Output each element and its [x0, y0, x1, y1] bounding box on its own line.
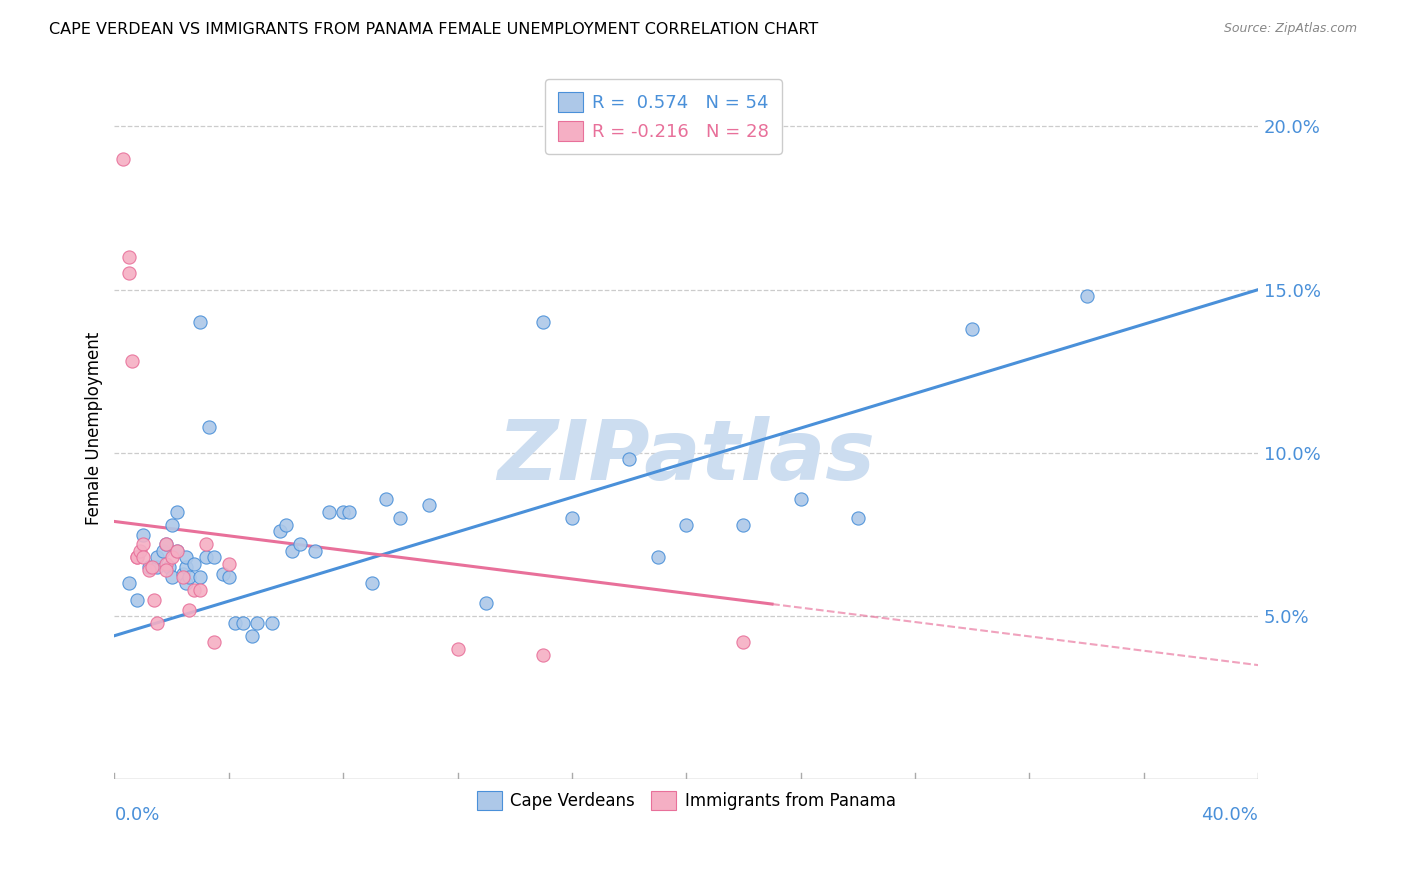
- Point: [174, 560, 197, 574]
- Point: [647, 550, 669, 565]
- Point: [375, 491, 398, 506]
- Point: [733, 635, 755, 649]
- Point: [174, 576, 197, 591]
- Y-axis label: Female Unemployment: Female Unemployment: [86, 332, 103, 525]
- Point: [172, 566, 194, 581]
- Point: [531, 648, 554, 663]
- Point: [197, 419, 219, 434]
- Point: [174, 550, 197, 565]
- Point: [561, 511, 583, 525]
- Point: [240, 629, 263, 643]
- Point: [675, 517, 697, 532]
- Point: [118, 576, 141, 591]
- Point: [129, 544, 152, 558]
- Point: [960, 322, 983, 336]
- Point: [118, 250, 141, 264]
- Point: [1076, 289, 1098, 303]
- Point: [127, 550, 149, 565]
- Point: [617, 452, 640, 467]
- Point: [204, 550, 226, 565]
- Point: [194, 537, 217, 551]
- Text: CAPE VERDEAN VS IMMIGRANTS FROM PANAMA FEMALE UNEMPLOYMENT CORRELATION CHART: CAPE VERDEAN VS IMMIGRANTS FROM PANAMA F…: [49, 22, 818, 37]
- Point: [224, 615, 246, 630]
- Point: [177, 570, 200, 584]
- Point: [166, 544, 188, 558]
- Point: [188, 570, 211, 584]
- Point: [155, 563, 177, 577]
- Point: [166, 544, 188, 558]
- Point: [146, 560, 169, 574]
- Point: [183, 557, 205, 571]
- Point: [389, 511, 412, 525]
- Point: [118, 266, 141, 280]
- Point: [155, 537, 177, 551]
- Point: [127, 592, 149, 607]
- Point: [304, 544, 326, 558]
- Point: [157, 560, 180, 574]
- Point: [127, 550, 149, 565]
- Point: [132, 537, 155, 551]
- Point: [132, 550, 155, 565]
- Point: [269, 524, 291, 539]
- Point: [172, 570, 194, 584]
- Point: [138, 563, 160, 577]
- Point: [160, 570, 183, 584]
- Point: [332, 505, 354, 519]
- Point: [212, 566, 235, 581]
- Point: [132, 527, 155, 541]
- Point: [337, 505, 360, 519]
- Point: [183, 582, 205, 597]
- Point: [166, 505, 188, 519]
- Text: 40.0%: 40.0%: [1201, 806, 1258, 824]
- Point: [160, 517, 183, 532]
- Point: [218, 557, 240, 571]
- Point: [138, 560, 160, 574]
- Point: [218, 570, 240, 584]
- Point: [280, 544, 302, 558]
- Point: [194, 550, 217, 565]
- Point: [446, 641, 468, 656]
- Point: [141, 560, 163, 574]
- Point: [318, 505, 340, 519]
- Text: Source: ZipAtlas.com: Source: ZipAtlas.com: [1223, 22, 1357, 36]
- Point: [260, 615, 283, 630]
- Point: [531, 315, 554, 329]
- Point: [155, 537, 177, 551]
- Legend: Cape Verdeans, Immigrants from Panama: Cape Verdeans, Immigrants from Panama: [470, 785, 903, 817]
- Point: [204, 635, 226, 649]
- Text: ZIPatlas: ZIPatlas: [498, 416, 875, 497]
- Point: [360, 576, 382, 591]
- Point: [146, 615, 169, 630]
- Point: [188, 582, 211, 597]
- Point: [789, 491, 811, 506]
- Point: [274, 517, 297, 532]
- Point: [143, 592, 166, 607]
- Point: [160, 550, 183, 565]
- Point: [146, 550, 169, 565]
- Text: 0.0%: 0.0%: [114, 806, 160, 824]
- Point: [290, 537, 312, 551]
- Point: [232, 615, 254, 630]
- Point: [111, 152, 134, 166]
- Point: [121, 354, 143, 368]
- Point: [177, 602, 200, 616]
- Point: [246, 615, 269, 630]
- Point: [733, 517, 755, 532]
- Point: [188, 315, 211, 329]
- Point: [152, 544, 174, 558]
- Point: [475, 596, 498, 610]
- Point: [155, 557, 177, 571]
- Point: [418, 498, 440, 512]
- Point: [846, 511, 869, 525]
